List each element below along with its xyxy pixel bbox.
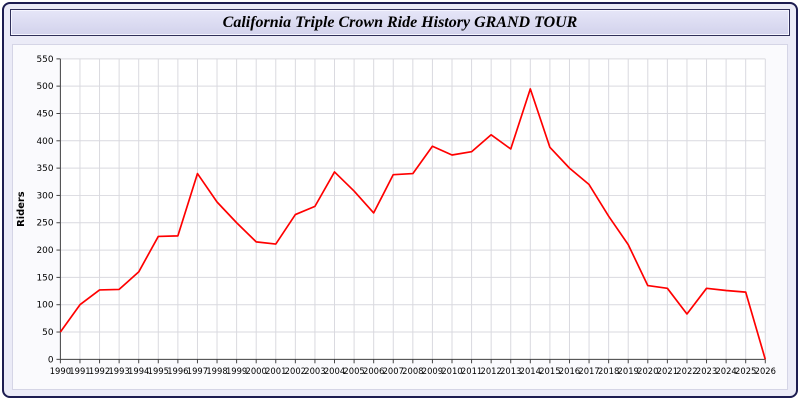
- y-tick-label: 500: [37, 82, 54, 92]
- x-tick-label: 2008: [402, 366, 423, 376]
- x-tick-label: 2013: [500, 366, 521, 376]
- x-tick-label: 2010: [441, 366, 462, 376]
- y-tick-label: 400: [37, 137, 54, 147]
- data-line: [59, 88, 767, 360]
- x-tick-label: 1999: [226, 366, 247, 376]
- x-tick-label: 1993: [108, 366, 129, 376]
- x-tick-label: 2014: [520, 366, 541, 376]
- x-tick-label: 1997: [187, 366, 208, 376]
- x-tick-label: 1992: [89, 366, 110, 376]
- x-tick-label: 2025: [735, 366, 756, 376]
- x-tick-label: 2004: [324, 366, 345, 376]
- y-tick-label: 300: [37, 191, 54, 201]
- x-tick-label: 1994: [128, 366, 149, 376]
- chart-svg: 0501001502002503003504004505005501990199…: [16, 55, 776, 376]
- x-tick-label: 2015: [539, 366, 560, 376]
- x-tick-label: 1996: [167, 366, 188, 376]
- y-tick-label: 550: [37, 55, 54, 65]
- x-tick-label: 2003: [304, 366, 325, 376]
- x-tick-label: 2012: [480, 366, 501, 376]
- x-tick-label: 2021: [657, 366, 678, 376]
- y-tick-label: 0: [48, 355, 54, 365]
- x-tick-label: 2026: [755, 366, 776, 376]
- x-tick-label: 2005: [343, 366, 364, 376]
- x-tick-label: 2020: [637, 366, 658, 376]
- x-tick-label: 2018: [598, 366, 619, 376]
- x-tick-label: 2000: [246, 366, 267, 376]
- x-tick-label: 2001: [265, 366, 286, 376]
- y-axis-title: Riders: [16, 191, 27, 227]
- y-tick-label: 450: [37, 109, 54, 119]
- y-tick-label: 350: [37, 164, 54, 174]
- chart-panel: 0 50 100 150 200 250 300 350 400 450 500 550 1990 199…: [12, 44, 788, 390]
- y-tick-label: 50: [42, 328, 54, 338]
- x-tick-label: 1991: [69, 366, 90, 376]
- x-tick-label: 1995: [148, 366, 169, 376]
- x-tick-label: 2009: [422, 366, 443, 376]
- x-tick-label: 1990: [50, 366, 71, 376]
- y-tick-label: 150: [37, 273, 54, 283]
- x-tick-label: 2022: [676, 366, 697, 376]
- x-tick-label: 2011: [461, 366, 482, 376]
- x-tick-label: 2007: [383, 366, 404, 376]
- x-tick-label: 2019: [618, 366, 639, 376]
- x-tick-label: 2023: [696, 366, 717, 376]
- x-tick-label: 2016: [559, 366, 580, 376]
- x-tick-label: 2017: [578, 366, 599, 376]
- y-tick-label: 100: [37, 301, 54, 311]
- y-tick-label: 200: [37, 246, 54, 256]
- x-tick-label: 1998: [206, 366, 227, 376]
- x-tick-label: 2002: [285, 366, 306, 376]
- title-bar: California Triple Crown Ride History GRA…: [10, 9, 790, 36]
- chart-title: California Triple Crown Ride History GRA…: [222, 13, 578, 31]
- y-tick-label: 250: [37, 219, 54, 229]
- x-tick-label: 2024: [715, 366, 736, 376]
- x-tick-label: 2006: [363, 366, 384, 376]
